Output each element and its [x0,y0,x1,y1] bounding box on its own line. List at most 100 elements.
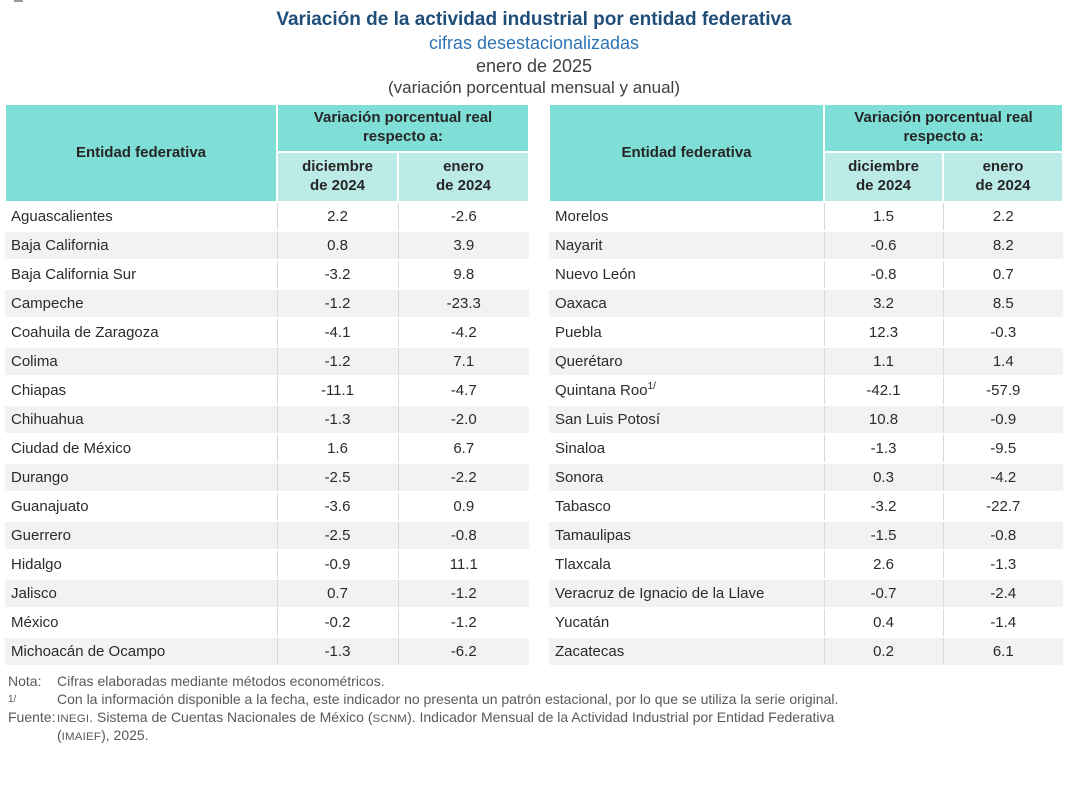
value-vs-december: -2.5 [276,520,398,550]
value-vs-december: 10.8 [823,404,943,434]
value-vs-december: -3.2 [823,491,943,521]
table-row: Ciudad de México 1.6 6.7 [5,433,529,463]
value-vs-december: 2.2 [276,201,398,231]
table-row: Chiapas -11.1 -4.7 [5,375,529,405]
value-vs-december: 0.7 [276,578,398,608]
column-header-december: diciembre de 2024 [823,150,944,203]
left-table-header: Entidad federativa Variación porcentual … [4,102,530,203]
value-vs-december: 0.3 [823,462,943,492]
table-row: Hidalgo -0.9 11.1 [5,549,529,579]
value-vs-december: -2.5 [276,462,398,492]
table-row: Sinaloa -1.3 -9.5 [549,433,1063,463]
value-vs-december: -1.3 [823,433,943,463]
value-vs-december: -0.7 [823,578,943,608]
value-vs-january: -2.2 [397,462,529,492]
note-text: Cifras elaboradas mediante métodos econo… [57,672,385,689]
note-line: Nota: Cifras elaboradas mediante métodos… [8,673,1060,691]
entity-name: Aguascalientes [11,207,113,225]
table-row: Campeche -1.2 -23.3 [5,288,529,318]
table-row: México -0.2 -1.2 [5,607,529,637]
value-vs-december: 12.3 [823,317,943,347]
value-vs-january: -2.6 [397,201,529,231]
value-vs-december: -11.1 [276,375,398,405]
value-vs-december: 0.4 [823,607,943,637]
entity-name: Baja California Sur [11,265,137,283]
value-vs-december: -42.1 [823,375,943,405]
group-header-line1: Variación porcentual real [313,109,493,127]
value-vs-january: -0.9 [942,404,1063,434]
footnote-marker: 1/ [647,380,656,392]
table-row: Aguascalientes 2.2 -2.6 [5,201,529,231]
column-header-variation-group: Variación porcentual real respecto a: [823,102,1064,153]
value-vs-january: -1.2 [397,607,529,637]
tables-area: Entidad federativa Variación porcentual … [0,102,1068,667]
entity-name: Querétaro [555,352,623,370]
entity-name: Coahuila de Zaragoza [11,323,159,341]
entity-name: Yucatán [555,613,610,631]
page-title: Variación de la actividad industrial por… [276,9,792,30]
group-header-line1: Variación porcentual real [854,109,1033,127]
value-vs-january: -4.2 [942,462,1063,492]
value-vs-december: -1.2 [276,346,398,376]
column-header-january: enero de 2024 [942,150,1064,203]
value-vs-december: -1.3 [276,636,398,666]
value-vs-december: 0.2 [823,636,943,666]
table-row: Veracruz de Ignacio de la Llave -0.7 -2.4 [549,578,1063,608]
entity-name: Quintana Roo1/ [555,380,656,399]
entity-name: Colima [11,352,58,370]
table-row: Sonora 0.3 -4.2 [549,462,1063,492]
table-row: Oaxaca 3.2 8.5 [549,288,1063,318]
value-vs-december: -4.1 [276,317,398,347]
entity-name: Nuevo León [555,265,636,283]
entity-name: Guerrero [11,526,72,544]
table-row: Tlaxcala 2.6 -1.3 [549,549,1063,579]
entity-name: Hidalgo [11,555,62,573]
entity-name: Zacatecas [555,642,625,660]
entity-name: Oaxaca [555,294,607,312]
value-vs-january: 7.1 [397,346,529,376]
value-vs-december: -0.9 [276,549,398,579]
column-header-entity: Entidad federativa [548,102,825,203]
table-row: Tabasco -3.2 -22.7 [549,491,1063,521]
value-vs-december: 3.2 [823,288,943,318]
table-row: Coahuila de Zaragoza -4.1 -4.2 [5,317,529,347]
footnote-1-line: 1/ Con la información disponible a la fe… [8,691,1060,709]
footnotes: Nota: Cifras elaboradas mediante métodos… [0,673,1068,745]
entity-name: Chihuahua [11,410,84,428]
value-vs-january: -4.7 [397,375,529,405]
column-header-january: enero de 2024 [397,150,530,203]
source-label: Fuente: [8,708,56,725]
entity-name: San Luis Potosí [555,410,661,428]
value-vs-january: -2.4 [942,578,1063,608]
value-vs-january: 6.7 [397,433,529,463]
table-row: San Luis Potosí 10.8 -0.9 [549,404,1063,434]
value-vs-january: -0.8 [397,520,529,550]
table-row: Nuevo León -0.8 0.7 [549,259,1063,289]
value-vs-january: -0.3 [942,317,1063,347]
left-table-body: Aguascalientes 2.2 -2.6 Baja California 0.8 3… [5,201,529,666]
table-row: Guerrero -2.5 -0.8 [5,520,529,550]
scan-artifact [14,0,23,2]
column-header-entity: Entidad federativa [4,102,278,203]
value-vs-december: -1.5 [823,520,943,550]
value-vs-december: 2.6 [823,549,943,579]
value-vs-january: -9.5 [942,433,1063,463]
column-header-variation-group: Variación porcentual real respecto a: [276,102,530,153]
value-vs-december: 0.8 [276,230,398,260]
value-vs-january: -1.3 [942,549,1063,579]
page-subtitle: cifras desestacionalizadas [428,33,640,54]
column-header-december: diciembre de 2024 [276,150,399,203]
value-vs-december: -0.2 [276,607,398,637]
value-vs-january: -6.2 [397,636,529,666]
table-row: Baja California 0.8 3.9 [5,230,529,260]
entity-name: Sinaloa [555,439,606,457]
table-row: Zacatecas 0.2 6.1 [549,636,1063,666]
table-row: Colima -1.2 7.1 [5,346,529,376]
value-vs-january: -0.8 [942,520,1063,550]
value-vs-december: 1.6 [276,433,398,463]
entity-name: Tabasco [555,497,611,515]
entity-name: Tlaxcala [555,555,611,573]
table-row: Baja California Sur -3.2 9.8 [5,259,529,289]
entity-name: Jalisco [11,584,57,602]
